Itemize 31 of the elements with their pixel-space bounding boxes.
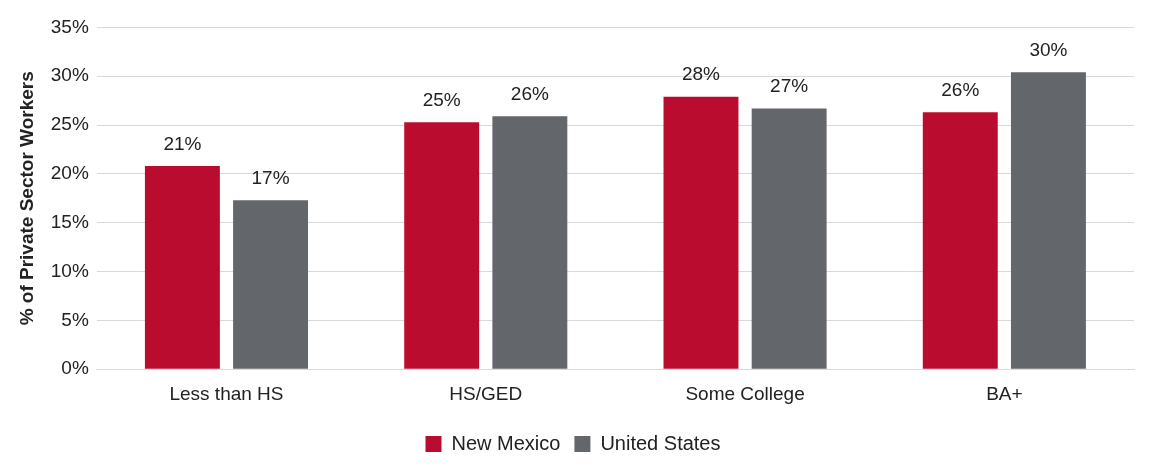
y-tick-label: 0% [61, 357, 89, 379]
data-label: 26% [941, 79, 980, 101]
legend-label: New Mexico [451, 431, 561, 454]
data-label: 25% [422, 88, 461, 110]
y-tick-label: 30% [50, 64, 89, 86]
y-tick-label: 5% [61, 308, 89, 330]
x-tick-label: Some College [685, 382, 805, 404]
bar [1010, 72, 1086, 369]
bar [663, 96, 739, 369]
bar [751, 108, 827, 369]
bar [922, 112, 998, 369]
data-label: 28% [681, 63, 721, 85]
y-tick-label: 25% [50, 113, 89, 135]
bar [404, 122, 480, 369]
x-tick-label: HS/GED [449, 382, 523, 404]
bar [492, 116, 568, 369]
x-tick-label: BA+ [986, 382, 1023, 404]
y-tick-label: 20% [50, 162, 89, 184]
data-label: 26% [510, 83, 549, 104]
data-label: 17% [251, 166, 290, 188]
bar [144, 166, 220, 369]
legend-label: United States [600, 431, 721, 454]
data-label: 27% [770, 75, 809, 97]
bar [233, 200, 309, 369]
y-tick-label: 35% [50, 15, 89, 37]
x-tick-label: Less than HS [169, 382, 284, 404]
y-tick-label: 10% [50, 259, 89, 281]
data-label: 30% [1029, 39, 1068, 61]
y-tick-label: 15% [50, 210, 89, 232]
data-label: 21% [163, 132, 202, 154]
y-axis-title: % of Private Sector Workers [15, 71, 37, 326]
